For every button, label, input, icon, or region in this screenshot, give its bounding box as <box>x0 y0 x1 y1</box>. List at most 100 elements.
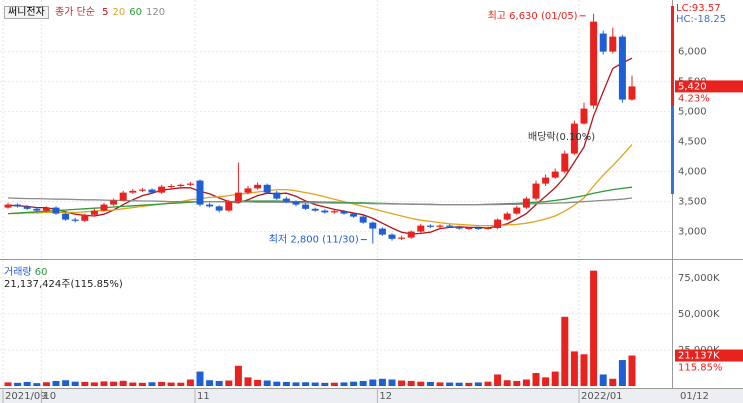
candle-body <box>609 36 617 52</box>
candle-body <box>234 192 242 202</box>
legend-entry: 120 <box>146 7 166 18</box>
volume-bar <box>42 382 50 386</box>
volume-bar <box>494 374 502 386</box>
candle-body <box>311 208 319 211</box>
candle-body <box>618 36 626 100</box>
candle-body <box>465 228 473 229</box>
volume-bar <box>513 380 521 386</box>
volume-bar <box>378 378 386 386</box>
candle-body <box>206 204 214 207</box>
volume-bar <box>52 380 60 386</box>
volume-bar <box>551 371 559 386</box>
volume-bar <box>148 382 156 386</box>
last-volume-label: 21,137K <box>678 351 720 362</box>
y-tick-label: 75,000K <box>678 273 720 284</box>
volume-legend-name: 거래량 <box>4 267 32 278</box>
candle-body <box>292 201 300 205</box>
candle-body <box>532 183 540 199</box>
volume-bar <box>234 365 242 386</box>
volume-bar <box>407 380 415 386</box>
candle-body <box>71 219 79 221</box>
candle-body <box>599 33 607 52</box>
x-axis-band <box>0 388 743 403</box>
y-tick-label: 50,000K <box>678 309 720 320</box>
price-legend: 써니전자 종가 단순 5 20 60 120 <box>4 3 166 19</box>
volume-bar <box>254 379 262 386</box>
candle-body <box>100 204 108 211</box>
candle-body <box>110 200 118 205</box>
x-tick-label: 12 <box>379 391 392 402</box>
volume-bar <box>590 270 598 386</box>
volume-bar <box>474 382 482 386</box>
candle-body <box>522 198 530 208</box>
candle-body <box>446 225 454 227</box>
volume-bar <box>542 377 550 386</box>
candle-body <box>369 222 377 229</box>
volume-bar <box>532 373 540 386</box>
candle-body <box>4 204 12 208</box>
legend-prefix: 종가 단순 <box>55 7 95 18</box>
volume-bar <box>465 382 473 386</box>
y-tick-label: 4,500 <box>678 137 707 148</box>
ma-line <box>8 144 633 227</box>
x-tick-label: 2021/09 <box>5 391 47 402</box>
volume-bar <box>426 381 434 386</box>
x-tick-label: 11 <box>197 391 210 402</box>
candle-body <box>177 184 185 186</box>
y-tick-label: 4,000 <box>678 167 707 178</box>
volume-bar <box>14 382 22 386</box>
volume-bar <box>599 374 607 386</box>
candle-body <box>494 219 502 228</box>
stock-name: 써니전자 <box>4 6 49 19</box>
volume-bar <box>244 377 252 386</box>
volume-bar <box>215 380 223 386</box>
candle-body <box>148 189 156 193</box>
x-tick-label: 2022/01 <box>581 391 623 402</box>
candle-body <box>52 207 60 214</box>
volume-bar <box>628 355 636 386</box>
candle-body <box>330 211 338 213</box>
candle-body <box>138 189 146 191</box>
event-label: 배당락(0.10%) <box>528 132 596 143</box>
volume-bar <box>503 380 511 386</box>
volume-bar <box>282 381 290 386</box>
candle-body <box>254 184 262 189</box>
volume-bar <box>580 354 588 386</box>
volume-bar <box>292 382 300 386</box>
candle-body <box>215 206 223 211</box>
candle-body <box>90 210 98 215</box>
legend-entry: 5 <box>102 7 109 18</box>
volume-bar <box>167 382 175 386</box>
volume-bar <box>570 351 578 386</box>
candle-body <box>426 225 434 227</box>
candle-body <box>378 228 386 235</box>
candle-body <box>225 201 233 211</box>
volume-bar <box>446 382 454 386</box>
change-label: 4.23% <box>678 93 710 104</box>
volume-bar <box>206 380 214 386</box>
volume-bar <box>119 380 127 386</box>
candle-body <box>407 231 415 238</box>
volume-bar <box>484 381 492 386</box>
candle-body <box>196 180 204 205</box>
range-indicator-up <box>671 6 674 106</box>
candle-body <box>359 216 367 223</box>
candle-body <box>628 86 636 100</box>
volume-bar <box>90 382 98 386</box>
candle-body <box>158 186 166 193</box>
last-volume-box <box>675 349 743 362</box>
candle-body <box>119 192 127 201</box>
candle-body <box>350 213 358 217</box>
volume-bar <box>196 371 204 386</box>
volume-bar <box>522 379 530 386</box>
volume-bar <box>4 382 12 386</box>
lc-label: LC:93.57 <box>676 3 721 14</box>
candle-body <box>81 214 89 221</box>
volume-bar <box>62 380 70 386</box>
last-price-box <box>675 80 743 93</box>
candle-body <box>570 123 578 154</box>
candle-body <box>542 177 550 184</box>
volume-bar <box>388 379 396 386</box>
ratio-label: 115.85% <box>678 363 723 374</box>
volume-bar <box>455 382 463 386</box>
